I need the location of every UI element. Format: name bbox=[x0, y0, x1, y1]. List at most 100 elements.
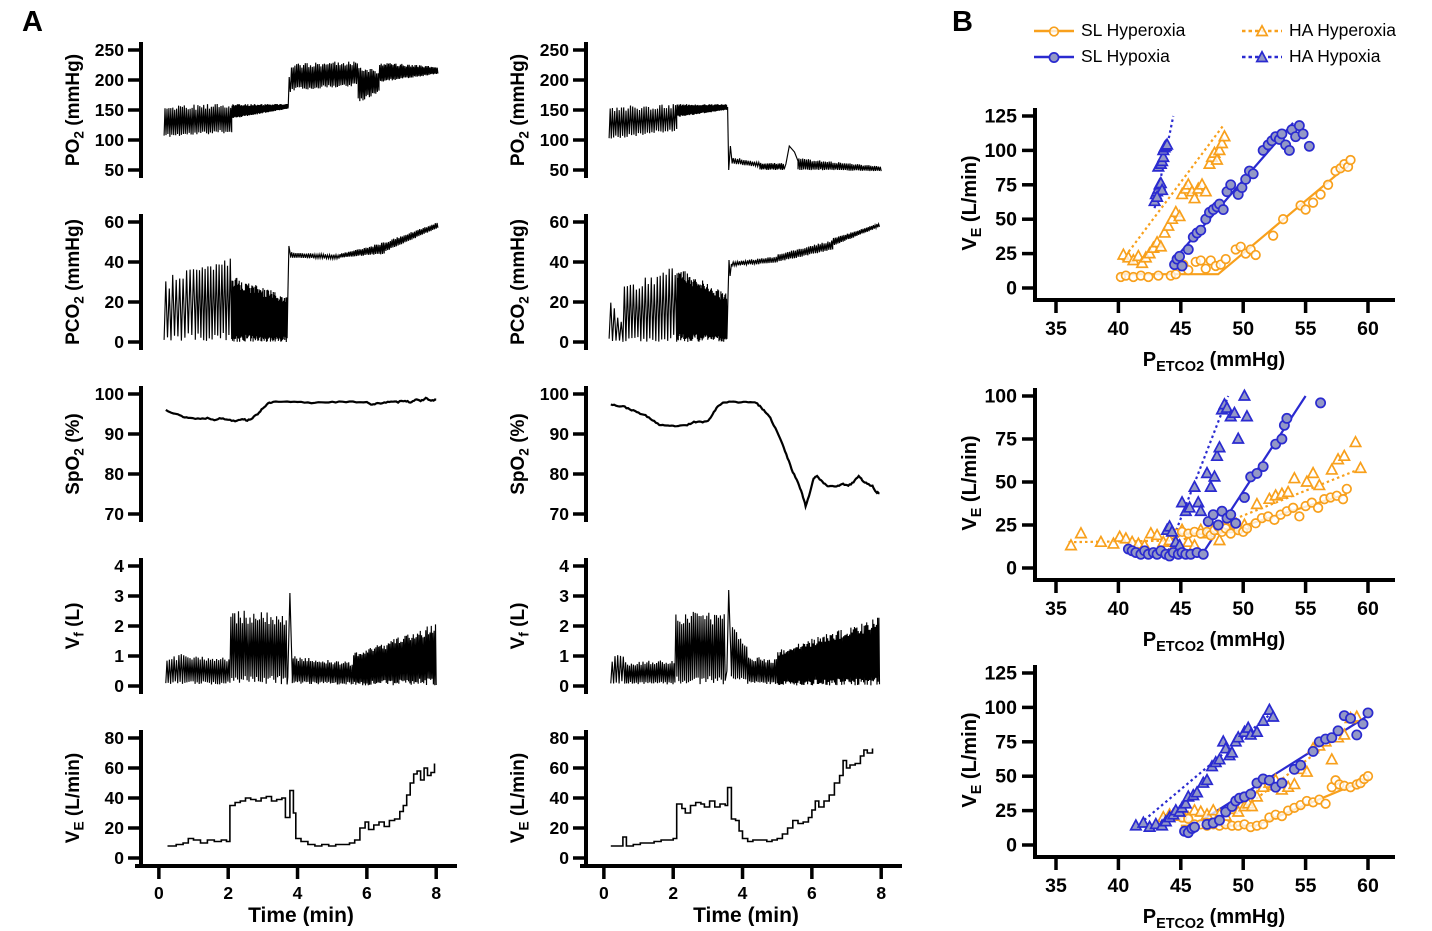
marker-triangle-open bbox=[1300, 764, 1314, 777]
y-axis: 50 100 150 200 250 bbox=[540, 40, 588, 180]
svg-text:70: 70 bbox=[105, 504, 125, 524]
marker-triangle-open bbox=[1217, 129, 1232, 142]
svg-text:4: 4 bbox=[114, 556, 124, 576]
fit-line bbox=[1153, 115, 1175, 209]
svg-text:0: 0 bbox=[559, 848, 569, 868]
marker-circle-filled bbox=[1257, 461, 1269, 472]
y-axis-label: SpO2 (%) bbox=[508, 413, 532, 495]
svg-text:0: 0 bbox=[1006, 278, 1017, 300]
legend-marker-sl-hyperoxia-icon bbox=[1034, 25, 1074, 37]
y-axis-label: VE (L/min) bbox=[959, 435, 985, 530]
y-axis-label: PO2 (mmHg) bbox=[63, 54, 87, 166]
marker-triangle-filled bbox=[1256, 713, 1270, 727]
marker-circle-filled bbox=[1303, 140, 1315, 152]
marker-circle-open bbox=[1195, 255, 1206, 266]
marker-triangle-filled bbox=[1227, 405, 1242, 419]
svg-text:55: 55 bbox=[1295, 875, 1317, 897]
marker-triangle-open bbox=[1119, 531, 1133, 544]
trace bbox=[608, 221, 881, 342]
y-axis: 0 20 40 60 80 bbox=[105, 728, 143, 868]
marker-circle-filled bbox=[1217, 204, 1229, 216]
marker-triangle-open bbox=[1210, 152, 1224, 165]
marker-triangle-open bbox=[1064, 538, 1078, 551]
svg-text:200: 200 bbox=[95, 70, 124, 90]
marker-triangle-filled bbox=[1179, 796, 1193, 809]
trace bbox=[610, 400, 880, 511]
marker-triangle-filled bbox=[1136, 815, 1150, 828]
marker-circle-filled bbox=[1315, 397, 1327, 409]
svg-text:0: 0 bbox=[1006, 558, 1017, 580]
x-axis-label: Time (min) bbox=[693, 904, 799, 926]
svg-text:100: 100 bbox=[984, 140, 1017, 162]
marker-circle-filled bbox=[1225, 179, 1237, 191]
y-axis-label: PCO2 (mmHg) bbox=[508, 219, 532, 345]
series-sl-hyperoxia bbox=[1164, 483, 1352, 541]
plot-spo2-left: 70 80 90 100 SpO2 (%) bbox=[63, 384, 437, 524]
marker-circle-open bbox=[1276, 810, 1288, 822]
marker-circle-open bbox=[1143, 271, 1154, 283]
legend-item-sl-hypoxia: SL Hypoxia bbox=[1032, 46, 1240, 67]
marker-circle-filled bbox=[1174, 250, 1186, 262]
svg-text:0: 0 bbox=[559, 676, 569, 696]
svg-text:0: 0 bbox=[114, 676, 124, 696]
legend-marker-sl-hypoxia-icon bbox=[1034, 51, 1074, 63]
marker-triangle-open bbox=[1106, 536, 1121, 549]
svg-text:80: 80 bbox=[105, 728, 125, 748]
trace bbox=[165, 592, 437, 686]
marker-circle-open bbox=[1268, 230, 1279, 241]
svg-text:70: 70 bbox=[550, 504, 570, 524]
marker-circle-filled bbox=[1189, 821, 1200, 833]
svg-text:2: 2 bbox=[223, 883, 233, 903]
marker-triangle-open bbox=[1161, 218, 1175, 231]
svg-text:45: 45 bbox=[1170, 318, 1192, 340]
svg-text:0: 0 bbox=[1006, 835, 1017, 857]
series-sl-hyperoxia bbox=[1176, 771, 1374, 833]
svg-text:6: 6 bbox=[807, 883, 817, 903]
y-axis: 70 80 90 100 bbox=[540, 384, 588, 524]
svg-text:60: 60 bbox=[550, 758, 570, 778]
marker-triangle-open bbox=[1187, 191, 1202, 204]
marker-circle-open bbox=[1153, 270, 1164, 281]
svg-text:40: 40 bbox=[105, 788, 125, 808]
svg-text:150: 150 bbox=[540, 100, 569, 120]
trace bbox=[610, 748, 874, 847]
marker-triangle-filled bbox=[1231, 431, 1245, 444]
marker-triangle-open bbox=[1212, 532, 1227, 546]
marker-circle-open bbox=[1300, 204, 1311, 215]
marker-triangle-filled bbox=[1160, 137, 1174, 150]
fit-line bbox=[1135, 712, 1273, 828]
svg-text:1: 1 bbox=[114, 646, 124, 666]
marker-circle-open bbox=[1170, 269, 1181, 280]
svg-text:1: 1 bbox=[559, 646, 569, 666]
svg-text:8: 8 bbox=[876, 883, 886, 903]
fit-line bbox=[1167, 395, 1230, 552]
marker-circle-open bbox=[1320, 798, 1331, 809]
legend: SL Hyperoxia HA Hyperoxia SL Hypoxia HA … bbox=[1032, 20, 1432, 67]
marker-circle-filled bbox=[1251, 467, 1263, 479]
plot-pco2-left: 0 20 40 60 PCO2 (mmHg) bbox=[63, 212, 439, 352]
svg-text:4: 4 bbox=[559, 556, 569, 576]
marker-circle-open bbox=[1322, 179, 1334, 190]
marker-triangle-open bbox=[1074, 526, 1088, 539]
svg-text:150: 150 bbox=[95, 100, 124, 120]
marker-circle-open bbox=[1258, 819, 1269, 830]
svg-text:55: 55 bbox=[1295, 318, 1317, 340]
marker-circle-filled bbox=[1212, 519, 1224, 531]
marker-triangle-filled bbox=[1175, 495, 1189, 508]
y-axis: 0 20 40 60 80 bbox=[550, 728, 588, 868]
svg-text:200: 200 bbox=[540, 70, 569, 90]
marker-circle-open bbox=[1235, 241, 1246, 252]
svg-text:50: 50 bbox=[1232, 875, 1254, 897]
y-axis-label: PO2 (mmHg) bbox=[508, 54, 532, 166]
trace bbox=[167, 763, 436, 847]
marker-triangle-filled bbox=[1190, 785, 1204, 798]
trace bbox=[165, 396, 437, 423]
svg-text:100: 100 bbox=[984, 386, 1017, 408]
svg-text:90: 90 bbox=[550, 424, 570, 444]
marker-circle-filled bbox=[1345, 712, 1356, 724]
y-axis: 50 100 150 200 250 bbox=[95, 40, 143, 180]
marker-circle-open bbox=[1250, 249, 1261, 261]
svg-text:100: 100 bbox=[984, 697, 1017, 719]
svg-text:40: 40 bbox=[105, 252, 125, 272]
